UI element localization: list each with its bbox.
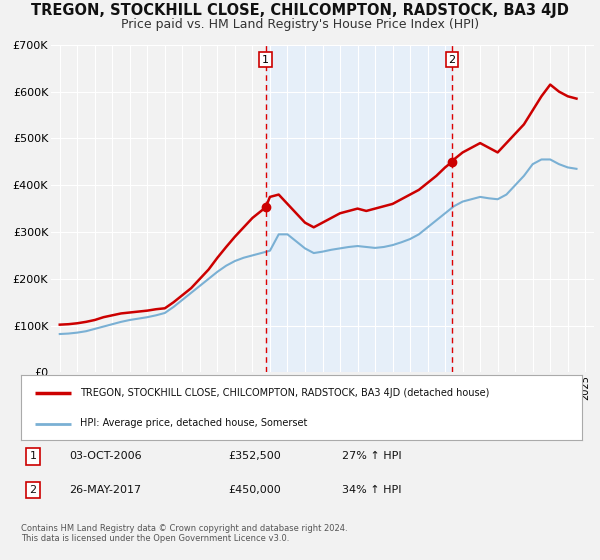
Text: £450,000: £450,000 bbox=[228, 485, 281, 495]
Text: Contains HM Land Registry data © Crown copyright and database right 2024.
This d: Contains HM Land Registry data © Crown c… bbox=[21, 524, 347, 543]
Text: 34% ↑ HPI: 34% ↑ HPI bbox=[342, 485, 401, 495]
Text: 27% ↑ HPI: 27% ↑ HPI bbox=[342, 451, 401, 461]
Text: TREGON, STOCKHILL CLOSE, CHILCOMPTON, RADSTOCK, BA3 4JD (detached house): TREGON, STOCKHILL CLOSE, CHILCOMPTON, RA… bbox=[80, 388, 489, 398]
Text: Price paid vs. HM Land Registry's House Price Index (HPI): Price paid vs. HM Land Registry's House … bbox=[121, 18, 479, 31]
Bar bbox=[266, 45, 452, 372]
Text: 03-OCT-2006: 03-OCT-2006 bbox=[69, 451, 142, 461]
Text: 2: 2 bbox=[29, 485, 37, 495]
Text: 1: 1 bbox=[262, 55, 269, 64]
Text: £352,500: £352,500 bbox=[228, 451, 281, 461]
Text: HPI: Average price, detached house, Somerset: HPI: Average price, detached house, Some… bbox=[80, 418, 307, 428]
Text: 2: 2 bbox=[449, 55, 455, 64]
Text: 26-MAY-2017: 26-MAY-2017 bbox=[69, 485, 141, 495]
Text: TREGON, STOCKHILL CLOSE, CHILCOMPTON, RADSTOCK, BA3 4JD: TREGON, STOCKHILL CLOSE, CHILCOMPTON, RA… bbox=[31, 3, 569, 18]
Text: 1: 1 bbox=[29, 451, 37, 461]
